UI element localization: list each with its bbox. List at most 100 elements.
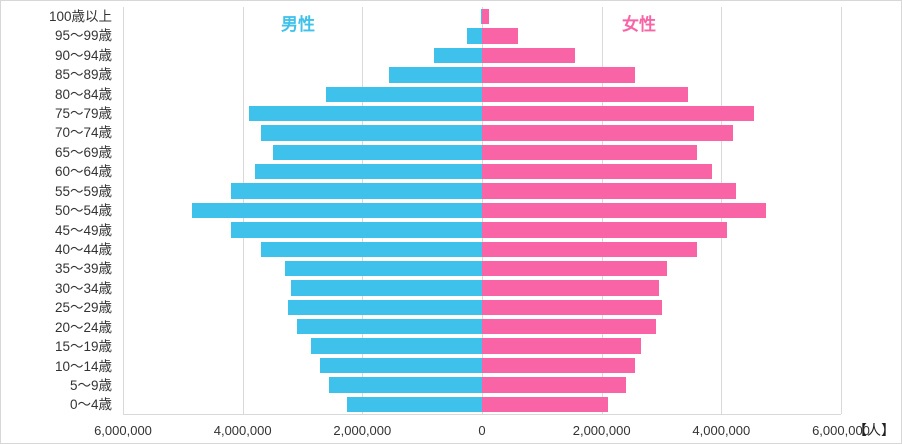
y-axis-label: 10〜14歳 — [54, 358, 112, 374]
male-bar — [296, 319, 482, 335]
y-axis-label: 40〜44歳 — [54, 242, 112, 258]
bar-row — [123, 278, 841, 297]
bar-row — [123, 298, 841, 317]
x-axis-label: 0 — [478, 423, 486, 438]
y-axis-label: 0〜4歳 — [69, 397, 112, 413]
male-bar — [347, 396, 482, 412]
male-bar — [191, 202, 482, 219]
female-bar — [482, 319, 656, 335]
y-axis-label: 20〜24歳 — [54, 319, 112, 335]
male-bar — [329, 377, 482, 393]
legend-male: 男性 — [280, 15, 315, 34]
x-axis: 6,000,000 4,000,000 2,000,000 0 2,000,000 4,0… — [94, 422, 870, 439]
bar-row — [123, 356, 841, 375]
bar-row — [123, 317, 841, 336]
female-bar — [482, 338, 641, 354]
x-axis-label: 6,000,000 — [94, 423, 152, 438]
bar-row — [123, 123, 841, 142]
bar-row — [123, 104, 841, 123]
gridline — [123, 7, 124, 414]
y-axis-label: 50〜54歳 — [54, 203, 112, 219]
bar-row — [123, 395, 841, 414]
male-bar — [272, 144, 482, 160]
bar-row — [123, 65, 841, 84]
bar-row — [123, 375, 841, 394]
gridline — [841, 7, 842, 414]
female-bar — [482, 396, 608, 412]
male-bar — [230, 183, 482, 199]
y-axis-label: 15〜19歳 — [54, 339, 112, 355]
y-axis-label: 70〜74歳 — [54, 125, 112, 141]
male-bar — [320, 357, 482, 374]
y-axis-label: 100歳以上 — [48, 8, 112, 24]
bar-row — [123, 143, 841, 162]
female-bar — [482, 377, 626, 393]
y-axis-label: 95〜99歳 — [54, 28, 112, 44]
bar-rows — [123, 7, 841, 414]
y-axis-label: 25〜29歳 — [54, 300, 112, 316]
male-bar — [230, 222, 482, 238]
bar-row — [123, 181, 841, 200]
female-bar — [482, 357, 635, 374]
y-axis: 100歳以上 95〜99歳 90〜94歳 85〜89歳 80〜84歳 75〜79歳 70〜7… — [1, 7, 119, 415]
female-bar — [482, 67, 635, 83]
male-bar — [326, 86, 482, 102]
y-axis-label: 35〜39歳 — [54, 261, 112, 277]
female-bar — [482, 202, 767, 219]
bar-row — [123, 26, 841, 45]
y-axis-label: 55〜59歳 — [54, 183, 112, 199]
male-bar — [311, 338, 482, 354]
male-bar — [480, 9, 482, 25]
female-bar — [482, 28, 518, 44]
female-bar — [482, 144, 698, 160]
female-bar — [482, 86, 689, 102]
bar-row — [123, 46, 841, 65]
male-bar — [248, 105, 482, 122]
bar-row — [123, 220, 841, 239]
female-bar — [482, 105, 755, 122]
x-axis-label: 4,000,000 — [213, 423, 272, 438]
y-axis-label: 5〜9歳 — [69, 377, 112, 393]
female-bar — [482, 241, 698, 257]
x-axis-label: 2,000,000 — [333, 423, 392, 438]
female-bar — [482, 9, 490, 25]
female-bar — [482, 280, 659, 296]
male-bar — [290, 280, 482, 296]
male-bar — [254, 164, 482, 180]
bar-row — [123, 201, 841, 220]
bar-row — [123, 259, 841, 278]
y-axis-label: 80〜84歳 — [54, 86, 112, 102]
male-bar — [284, 260, 482, 277]
female-bar — [482, 164, 713, 180]
bar-row — [123, 240, 841, 259]
plot-area: 男性 女性 — [123, 7, 842, 415]
bar-row — [123, 336, 841, 355]
y-axis-label: 85〜89歳 — [54, 67, 112, 83]
bar-row — [123, 7, 841, 26]
female-bar — [482, 260, 668, 277]
y-axis-label: 30〜34歳 — [54, 280, 112, 296]
male-bar — [260, 125, 482, 141]
x-axis-label: 2,000,000 — [572, 423, 631, 438]
y-axis-label: 60〜64歳 — [54, 164, 112, 180]
y-axis-label: 90〜94歳 — [54, 47, 112, 63]
x-axis-label: 4,000,000 — [692, 423, 751, 438]
bar-row — [123, 162, 841, 181]
male-bar — [467, 28, 482, 44]
x-axis-label: 6,000,000 — [812, 423, 870, 438]
y-axis-label: 45〜49歳 — [54, 222, 112, 238]
male-bar — [260, 241, 482, 257]
male-bar — [389, 67, 482, 83]
female-bar — [482, 183, 737, 199]
legend-female: 女性 — [622, 15, 656, 34]
male-bar — [287, 299, 482, 315]
female-bar — [482, 299, 662, 315]
unit-label: 【人】 — [853, 422, 895, 438]
male-bar — [434, 47, 482, 64]
female-bar — [482, 125, 734, 141]
female-bar — [482, 47, 575, 64]
y-axis-label: 65〜69歳 — [54, 144, 112, 160]
y-axis-label: 75〜79歳 — [54, 106, 112, 122]
bar-row — [123, 85, 841, 104]
